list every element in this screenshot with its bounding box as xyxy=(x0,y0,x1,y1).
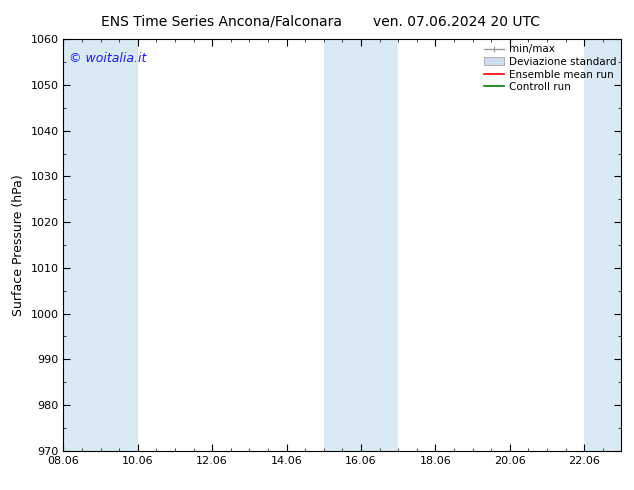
Bar xyxy=(63,39,138,451)
Bar xyxy=(361,39,398,451)
Text: © woitalia.it: © woitalia.it xyxy=(69,51,146,65)
Bar xyxy=(324,39,361,451)
Text: ven. 07.06.2024 20 UTC: ven. 07.06.2024 20 UTC xyxy=(373,15,540,29)
Legend: min/max, Deviazione standard, Ensemble mean run, Controll run: min/max, Deviazione standard, Ensemble m… xyxy=(482,42,618,94)
Text: ENS Time Series Ancona/Falconara: ENS Time Series Ancona/Falconara xyxy=(101,15,342,29)
Y-axis label: Surface Pressure (hPa): Surface Pressure (hPa) xyxy=(12,174,25,316)
Bar xyxy=(584,39,621,451)
